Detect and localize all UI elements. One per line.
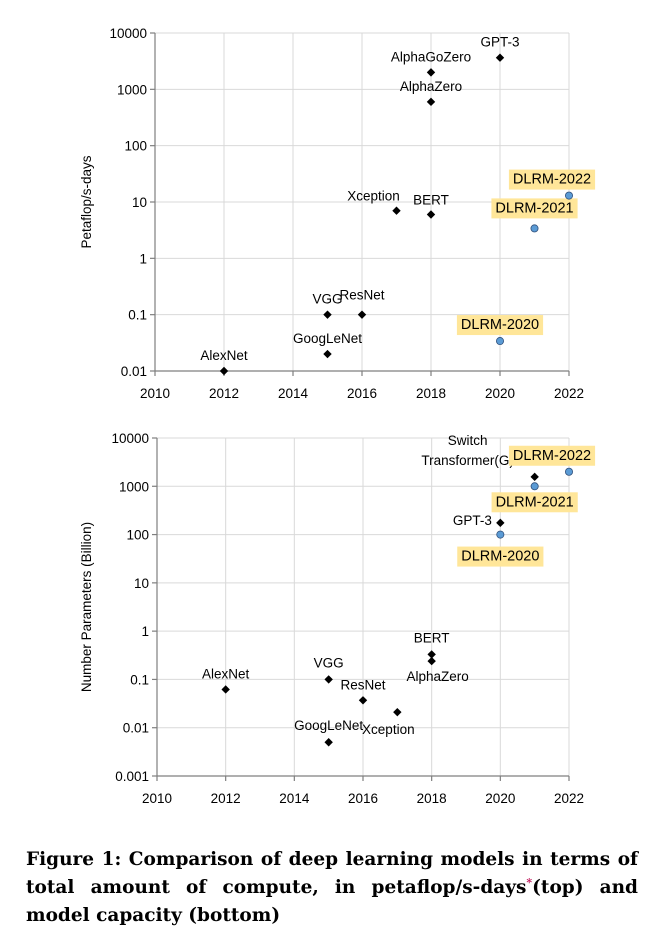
point-label-gpt-3: GPT-3 <box>480 35 519 50</box>
figure-charts: 0.01 0.1 1 10 100 1000 10000 2010 2012 2014 2016 20… <box>79 26 596 806</box>
y-tick-label: 0.1 <box>128 308 147 323</box>
point-bert <box>427 650 436 659</box>
x-tick-label: 2018 <box>416 386 446 401</box>
point-alphazero <box>426 97 436 107</box>
y-tick-label: 100 <box>126 528 149 543</box>
x-tick-label: 2022 <box>554 386 584 401</box>
point-vgg <box>324 675 333 684</box>
point-dlrm-2020 <box>495 337 504 346</box>
x-tick-label: 2012 <box>211 791 241 806</box>
x-tick-label: 2016 <box>347 386 377 401</box>
footnote-marker: * <box>526 875 533 889</box>
label-highlight-dlrm-2022 <box>508 169 596 190</box>
point-label-dlrm-2020: DLRM-2020 <box>461 549 539 565</box>
point-alphagozero <box>426 68 436 77</box>
point-vgg <box>323 310 332 319</box>
point-dlrm-2020 <box>496 530 505 539</box>
point-label-gpt-3: GPT-3 <box>453 513 492 528</box>
point-dlrm-2021 <box>530 482 539 491</box>
point-label-switch-transformer-g: Switch Transformer(G) <box>421 433 514 468</box>
y-tick-label: 100 <box>124 139 147 154</box>
point-dlrm-2022 <box>565 467 574 476</box>
y-tick-label: 10 <box>134 576 149 591</box>
point-label-dlrm-2020: DLRM-2020 <box>461 317 539 333</box>
point-label-xception: Xception <box>347 189 400 204</box>
point-label-googlenet: GoogLeNet <box>294 718 363 733</box>
point-label-resnet: ResNet <box>340 677 385 692</box>
y-tick-label: 0.01 <box>123 721 149 736</box>
point-resnet <box>358 696 368 705</box>
point-label-resnet: ResNet <box>339 288 384 303</box>
point-resnet <box>357 310 367 319</box>
point-switch-transformer-g <box>530 472 539 482</box>
x-tick-label: 2020 <box>485 791 515 806</box>
point-label-googlenet: GoogLeNet <box>293 331 362 346</box>
point-label-dlrm-2022: DLRM-2022 <box>513 448 591 464</box>
y-tick-label: 0.001 <box>115 769 149 784</box>
point-label-dlrm-2021: DLRM-2021 <box>496 494 574 510</box>
label-highlight-dlrm-2020 <box>456 315 544 336</box>
point-xception <box>393 707 402 717</box>
point-bert <box>426 210 436 219</box>
label-highlight-dlrm-2021 <box>491 198 578 219</box>
point-dlrm-2022 <box>565 191 574 200</box>
point-label-dlrm-2022: DLRM-2022 <box>513 172 591 188</box>
point-label-alphazero: AlphaZero <box>400 79 462 94</box>
y-tick-label: 0.01 <box>121 364 147 379</box>
y-axis-label: Number Parameters (Billion) <box>79 522 94 692</box>
y-tick-label: 1 <box>139 251 147 266</box>
point-alexnet <box>221 685 230 694</box>
point-googlenet <box>324 738 333 747</box>
label-highlight-dlrm-2020 <box>457 546 544 567</box>
x-tick-label: 2014 <box>279 791 310 806</box>
figure-caption: Figure 1: Comparison of deep learning mo… <box>26 846 638 930</box>
x-tick-label: 2022 <box>554 791 584 806</box>
point-googlenet <box>323 349 332 359</box>
point-xception <box>392 206 401 215</box>
x-tick-label: 2018 <box>417 791 447 806</box>
y-axis-label: Petaflop/s-days <box>79 155 94 248</box>
point-label-vgg: VGG <box>312 292 342 307</box>
point-label-alexnet: AlexNet <box>202 666 250 681</box>
label-highlight-dlrm-2021 <box>491 492 578 513</box>
point-dlrm-2021 <box>530 224 539 233</box>
label-highlight-dlrm-2022 <box>508 445 596 466</box>
point-label-alphagozero: AlphaGoZero <box>391 49 471 64</box>
point-alphazero <box>427 656 436 666</box>
caption-text-before: Figure 1: Comparison of deep learning mo… <box>26 849 638 898</box>
x-tick-label: 2020 <box>485 386 515 401</box>
y-tick-label: 1000 <box>119 479 149 494</box>
x-tick-label: 2012 <box>209 386 239 401</box>
point-label-alphazero: AlphaZero <box>407 669 469 684</box>
point-label-alexnet: AlexNet <box>200 348 248 363</box>
point-alexnet <box>219 366 229 376</box>
y-tick-label: 0.1 <box>130 672 149 687</box>
caption-text-after: (top) and model capacity (bottom) <box>26 877 638 926</box>
point-gpt-3 <box>496 518 505 528</box>
point-gpt-3 <box>495 53 505 62</box>
y-tick-label: 10 <box>132 195 147 210</box>
point-label-dlrm-2021: DLRM-2021 <box>495 200 573 216</box>
x-tick-label: 2010 <box>140 386 170 401</box>
x-tick-label: 2014 <box>278 386 309 401</box>
x-tick-label: 2010 <box>142 791 172 806</box>
y-tick-label: 1000 <box>117 82 147 97</box>
y-tick-label: 10000 <box>111 431 149 446</box>
x-tick-label: 2016 <box>348 791 378 806</box>
y-tick-label: 1 <box>141 624 149 639</box>
y-tick-label: 10000 <box>109 26 147 41</box>
point-label-xception: Xception <box>362 722 415 737</box>
point-label-vgg: VGG <box>314 655 344 670</box>
point-label-bert: BERT <box>413 192 449 207</box>
point-label-bert: BERT <box>414 630 450 645</box>
